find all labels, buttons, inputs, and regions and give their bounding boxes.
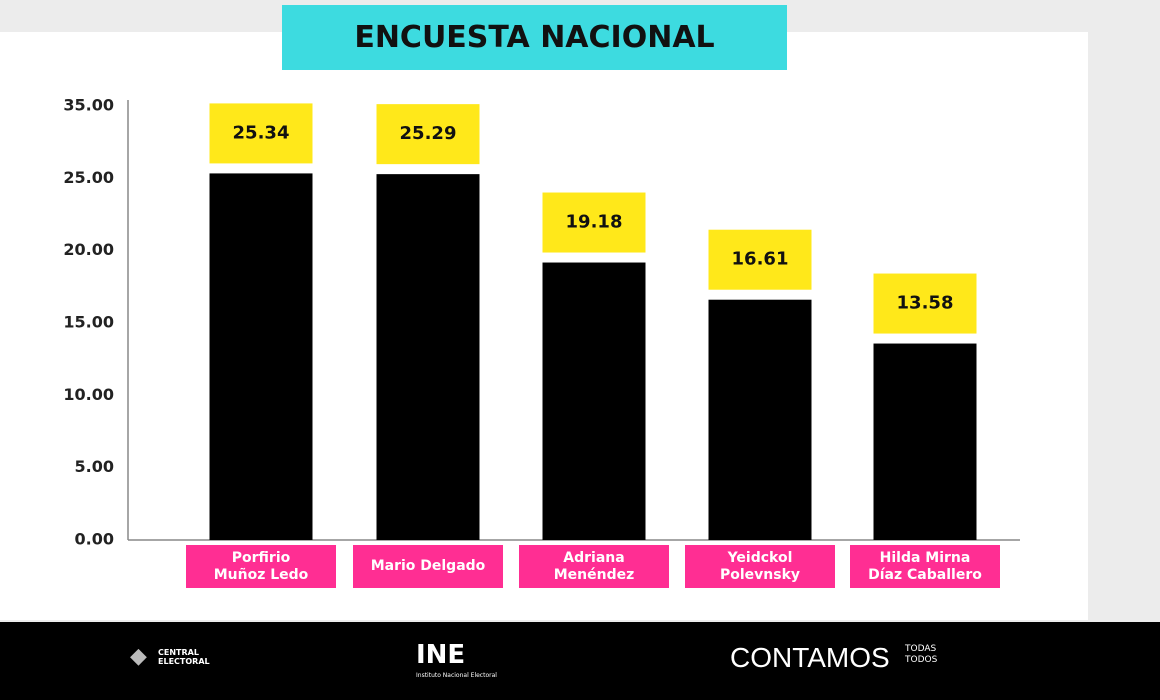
- x-tick-label: Mario Delgado: [353, 545, 503, 588]
- value-label-box: [542, 192, 646, 253]
- value-label: 16.61: [732, 249, 789, 270]
- value-label-box: [708, 229, 812, 290]
- bar: [708, 299, 812, 540]
- bar: [376, 174, 480, 540]
- logo-subtext: Instituto Nacional Electoral: [416, 672, 497, 679]
- y-tick-label: 0.00: [75, 530, 114, 549]
- value-label-box: [209, 103, 313, 164]
- logo-text: INE: [416, 640, 466, 670]
- x-tick-label: Porfirio Muñoz Ledo: [186, 545, 336, 588]
- y-tick-label: 35.00: [63, 96, 114, 115]
- value-label: 25.34: [233, 122, 290, 143]
- bar: [873, 343, 977, 540]
- y-tick-label: 25.00: [63, 168, 114, 187]
- logo-icon: ◆: [130, 644, 147, 669]
- y-tick-label: 20.00: [63, 240, 114, 259]
- x-tick-label: Hilda Mirna Díaz Caballero: [850, 545, 1000, 588]
- x-tick-label: Yeidckol Polevnsky: [685, 545, 835, 588]
- bar: [542, 262, 646, 540]
- value-label: 19.18: [566, 212, 623, 233]
- bar: [209, 173, 313, 540]
- y-tick-label: 10.00: [63, 385, 114, 404]
- logo-text: CENTRAL ELECTORAL: [158, 648, 210, 666]
- chart-title: ENCUESTA NACIONAL: [282, 5, 787, 70]
- value-label-box: [376, 104, 480, 165]
- value-label-box: [873, 273, 977, 334]
- value-label: 13.58: [897, 293, 954, 314]
- y-tick-label: 5.00: [75, 457, 114, 476]
- footer: ◆ CENTRAL ELECTORAL INE Instituto Nacion…: [0, 622, 1160, 700]
- logo-text: CONTAMOS: [730, 642, 890, 673]
- x-tick-label: Adriana Menéndez: [519, 545, 669, 588]
- y-tick-label: 15.00: [63, 313, 114, 332]
- value-label: 25.29: [400, 123, 457, 144]
- logo-subtext: TODAS TODOS: [905, 644, 938, 665]
